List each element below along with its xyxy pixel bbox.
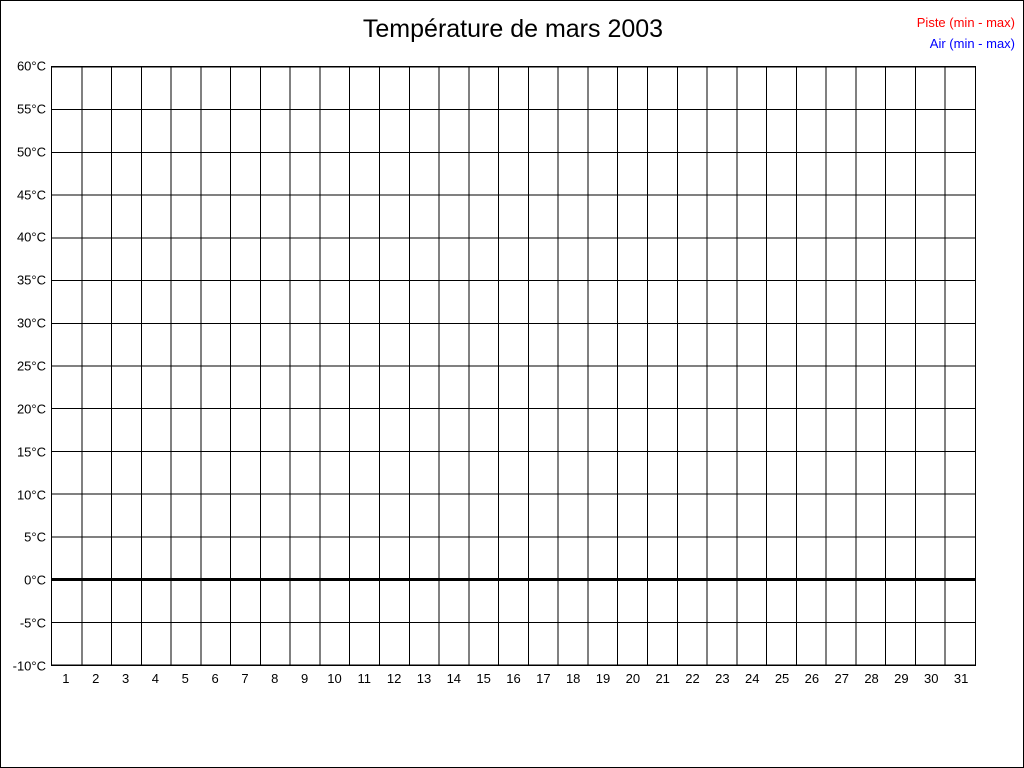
y-tick-label: -10°C [12, 658, 46, 674]
y-tick-label: 25°C [16, 358, 46, 374]
y-tick-label: 40°C [16, 229, 46, 245]
y-tick-label: 30°C [16, 315, 46, 331]
x-tick-label: 26 [804, 671, 820, 686]
legend-item-piste: Piste (min - max) [916, 15, 1015, 30]
y-axis: 60°C 55°C 50°C 45°C 40°C 35°C 30°C 25°C 20°C 15°C… [1, 59, 46, 674]
x-tick-label: 7 [241, 671, 249, 686]
x-tick-label: 31 [953, 671, 969, 686]
y-tick-label: 0°C [24, 572, 46, 588]
page-title: Température de mars 2003 [362, 15, 664, 43]
x-tick-label: 11 [357, 671, 372, 686]
y-tick-label: 45°C [16, 187, 46, 203]
x-tick-label: 19 [595, 671, 611, 686]
x-tick-label: 30 [924, 671, 939, 686]
x-tick-label: 4 [151, 671, 160, 686]
x-tick-label: 1 [62, 671, 70, 686]
x-tick-label: 25 [774, 671, 790, 686]
y-tick-label: 10°C [16, 487, 46, 503]
y-tick-label: 55°C [16, 101, 46, 117]
y-tick-label: 60°C [16, 58, 46, 74]
x-tick-label: 2 [92, 671, 100, 686]
x-tick-label: 17 [536, 671, 551, 686]
y-tick-label: 5°C [24, 529, 46, 545]
x-tick-label: 22 [685, 671, 700, 686]
x-tick-label: 27 [834, 671, 849, 686]
grid-lines [52, 67, 975, 665]
y-tick-label: 50°C [16, 144, 46, 160]
chart-legend: Piste (min - max) Air (min - max) [917, 12, 1015, 54]
y-tick-label: 20°C [16, 401, 46, 417]
y-tick-label: 15°C [16, 444, 46, 460]
y-tick-label: 35°C [16, 272, 46, 288]
x-tick-label: 16 [506, 671, 521, 686]
y-tick-label: -5°C [19, 615, 46, 631]
x-tick-label: 24 [744, 671, 760, 686]
x-tick-label: 3 [121, 671, 130, 686]
x-tick-label: 18 [565, 671, 581, 686]
x-tick-label: 8 [271, 671, 279, 686]
x-tick-label: 21 [655, 671, 670, 686]
x-tick-label: 10 [327, 671, 342, 686]
x-tick-label: 28 [864, 671, 879, 686]
x-tick-label: 20 [625, 671, 641, 686]
x-tick-label: 5 [181, 671, 189, 686]
x-tick-label: 12 [386, 671, 402, 686]
x-tick-label: 14 [446, 671, 462, 686]
plot-area [51, 66, 976, 666]
x-axis: 1 2 3 4 5 6 7 8 9 10 11 12 13 14 15 16 17 18 19 20 21 22 23 24 2… [51, 671, 976, 691]
x-tick-label: 15 [476, 671, 491, 686]
x-tick-label: 29 [894, 671, 909, 686]
x-tick-label: 9 [301, 671, 309, 686]
x-tick-label: 13 [416, 671, 432, 686]
x-tick-label: 23 [715, 671, 730, 686]
x-tick-label: 6 [211, 671, 219, 686]
legend-item-air: Air (min - max) [929, 36, 1015, 51]
